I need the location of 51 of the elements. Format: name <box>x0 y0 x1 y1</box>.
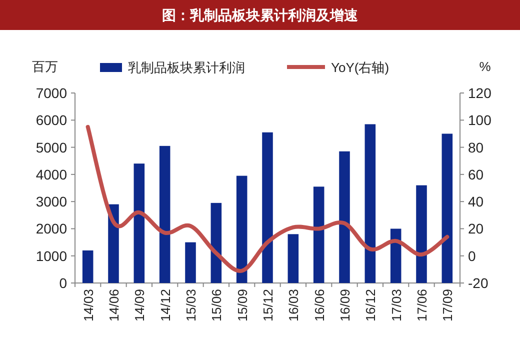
bar <box>364 124 376 283</box>
bar <box>185 242 196 283</box>
y2-tick-label: 40 <box>468 194 484 210</box>
x-tick-label: 14/12 <box>158 289 173 322</box>
x-tick-label: 15/09 <box>234 289 250 322</box>
y2-tick-label: -20 <box>468 275 488 291</box>
bar <box>236 176 248 283</box>
x-tick-label: 14/06 <box>106 289 122 322</box>
x-tick-label: 17/09 <box>440 289 456 322</box>
bar <box>313 186 324 283</box>
x-tick-label: 15/12 <box>260 289 276 322</box>
y-tick-label: 7000 <box>36 85 68 101</box>
bar <box>390 228 402 283</box>
bar <box>134 164 145 283</box>
y-axis-title: 百万 <box>32 59 58 74</box>
y-tick-label: 3000 <box>36 194 68 210</box>
x-tick-label: 14/03 <box>80 289 96 322</box>
line-series <box>86 124 450 273</box>
x-tick-label: 17/03 <box>388 289 404 322</box>
y2-tick-label: 0 <box>468 248 476 264</box>
chart-title: 图：乳制品板块累计利润及增速 <box>162 7 359 23</box>
y2-tick-label: 20 <box>468 220 484 237</box>
x-tick-label: 16/09 <box>338 289 352 322</box>
bar <box>262 132 273 283</box>
x-tick-label: 15/06 <box>209 289 224 322</box>
x-tick-label: 14/09 <box>132 289 148 322</box>
y2-tick-label: 100 <box>468 112 492 128</box>
y2-tick-label: 120 <box>468 85 492 101</box>
y-tick-label: 2000 <box>36 220 68 237</box>
y-tick-label: 5000 <box>36 139 68 156</box>
legend-label: 乳制品板块累计利润 <box>128 60 245 75</box>
x-tick-label: 17/06 <box>414 289 430 322</box>
bar <box>339 151 350 283</box>
bar <box>210 202 222 283</box>
y-tick-label: 1000 <box>36 248 68 264</box>
y-tick-label: 4000 <box>36 166 68 182</box>
y-tick-label: 0 <box>59 275 68 291</box>
bar <box>416 185 427 283</box>
x-tick-label: 15/03 <box>184 289 198 322</box>
bar <box>159 146 170 283</box>
x-tick-label: 16/03 <box>286 289 302 322</box>
x-tick-label: 16/06 <box>312 289 327 322</box>
y2-tick-label: 80 <box>468 139 484 156</box>
x-tick-label: 16/12 <box>363 289 378 322</box>
bar <box>288 234 299 283</box>
y2-tick-label: 60 <box>468 166 484 182</box>
y2-axis-title: % <box>479 59 492 74</box>
bar <box>82 250 94 283</box>
y-tick-label: 6000 <box>36 112 68 128</box>
legend-label: YoY(右轴) <box>331 60 390 75</box>
bar <box>442 134 453 283</box>
